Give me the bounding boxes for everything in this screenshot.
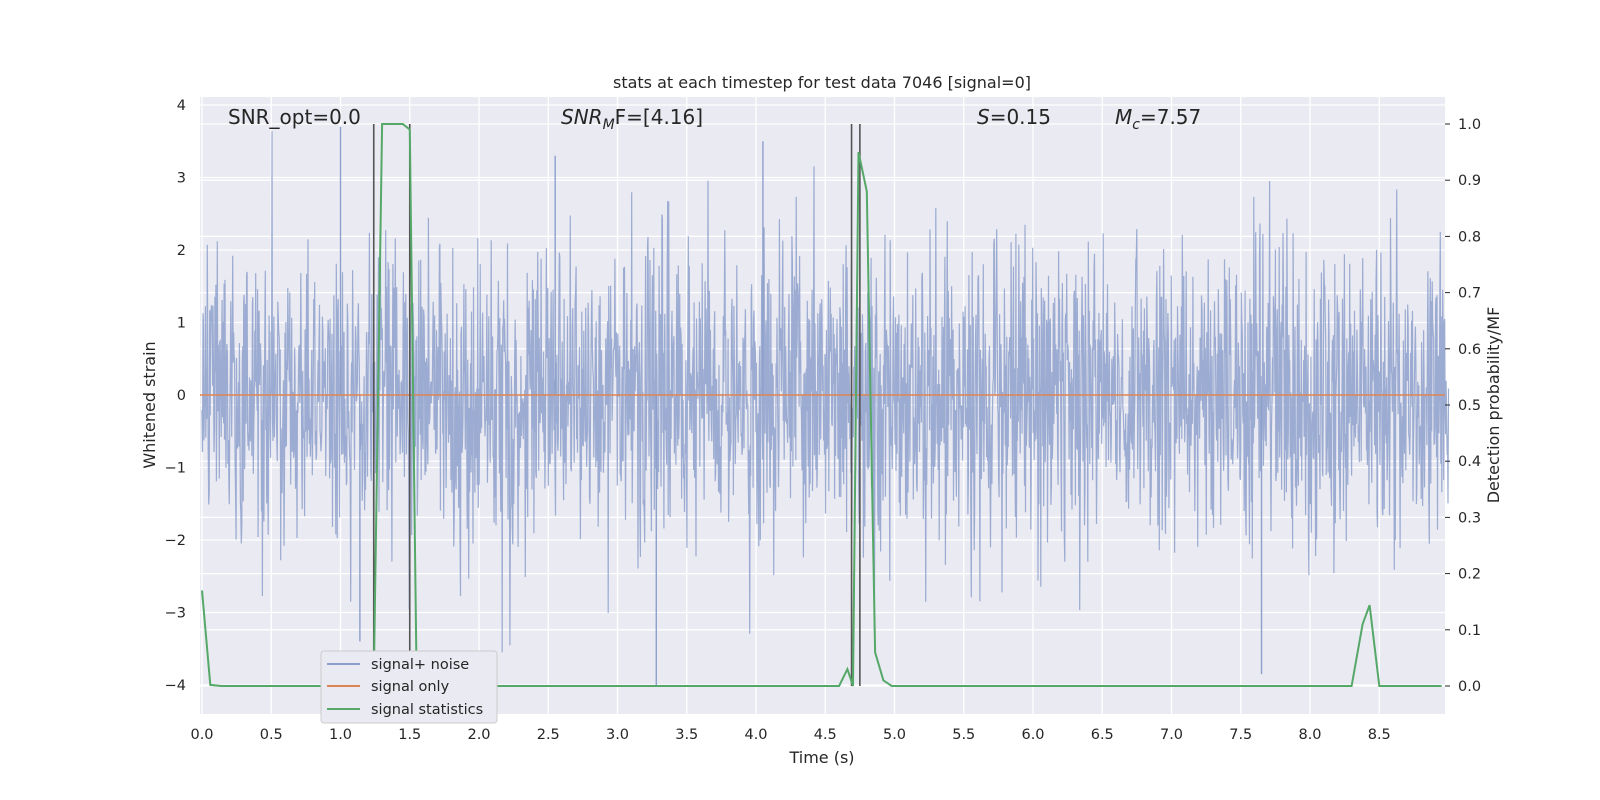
x-tick-label: 5.5 [952,727,975,743]
y2-tick-label: 0.7 [1458,286,1481,302]
x-tick-label: 3.5 [675,727,698,743]
legend: signal+ noise signal only signal statist… [320,650,498,724]
y2-tick-label: 0.5 [1458,398,1481,414]
x-tick-label: 6.5 [1091,727,1114,743]
y2-tick-label: 0.1 [1458,623,1481,639]
signal-noise-series [201,126,1450,685]
x-axis-label: Time (s) [788,748,854,767]
x-tick-label: 8.0 [1298,727,1321,743]
y-axis-ticks: 4 3 2 1 0 −1 −2 −3 −4 [165,98,186,694]
y-tick-label: 0 [177,388,186,404]
x-tick-label: 5.0 [883,727,906,743]
annotation-snr-mf: SNRMF=[4.16] [561,105,703,133]
y2-tick-label: 0.2 [1458,567,1481,583]
legend-label-signal-noise: signal+ noise [371,657,469,673]
y-tick-label: 2 [177,243,186,259]
x-tick-label: 0.5 [260,727,283,743]
x-axis-ticks: 0.0 0.5 1.0 1.5 2.0 2.5 3.0 3.5 4.0 4.5 5.0 5.5 6.0 6… [190,727,1390,743]
legend-box [320,650,498,724]
snr-mf-base: SNR [561,105,603,129]
mc-subscript: c [1132,117,1140,133]
y2-axis-ticks: 1.0 0.9 0.8 0.7 0.6 0.5 0.4 0.3 0.2 0.1 0.0 [1445,117,1481,695]
x-tick-label: 2.5 [537,727,560,743]
mc-base: M [1115,105,1132,129]
legend-label-signal-only: signal only [371,679,450,695]
y2-tick-label: 0.9 [1458,173,1481,189]
annotation-snr-opt: SNR_opt=0.0 [228,105,361,129]
x-tick-label: 0.0 [190,727,213,743]
mc-value: =7.57 [1140,105,1201,129]
legend-label-signal-statistics: signal statistics [371,702,483,718]
x-tick-label: 3.0 [606,727,629,743]
x-tick-label: 4.5 [814,727,837,743]
snr-mf-value: F=[4.16] [615,105,703,129]
x-tick-label: 7.0 [1160,727,1183,743]
x-tick-label: 1.5 [398,727,421,743]
x-tick-label: 8.5 [1368,727,1391,743]
y2-tick-label: 0.0 [1458,679,1481,695]
y-tick-label: −3 [165,606,186,622]
vertical-markers [372,124,861,686]
y-tick-label: 1 [177,316,186,332]
snr-mf-subscript: M [603,117,615,133]
y-tick-label: −2 [165,533,186,549]
x-tick-label: 4.0 [744,727,767,743]
y-tick-label: 4 [177,98,186,114]
y2-tick-label: 0.4 [1458,454,1481,470]
s-value: =0.15 [990,105,1051,129]
y2-tick-label: 0.3 [1458,510,1481,526]
y2-tick-label: 1.0 [1458,117,1481,133]
annotation-s: S=0.15 [977,105,1051,129]
y2-tick-label: 0.6 [1458,342,1481,358]
y-tick-label: 3 [177,171,186,187]
x-tick-label: 7.5 [1229,727,1252,743]
x-tick-label: 1.0 [329,727,352,743]
y2-axis-label: Detection probability/MF [1484,307,1503,504]
s-base: S [977,105,990,129]
y-axis-label: Whitened strain [140,341,159,468]
x-tick-label: 2.0 [467,727,490,743]
annotation-mc: Mc=7.57 [1115,105,1201,133]
x-tick-label: 6.0 [1021,727,1044,743]
y2-tick-label: 0.8 [1458,229,1481,245]
y-tick-label: −1 [165,461,186,477]
y-tick-label: −4 [165,678,186,694]
chart-title: stats at each timestep for test data 704… [613,73,1031,92]
